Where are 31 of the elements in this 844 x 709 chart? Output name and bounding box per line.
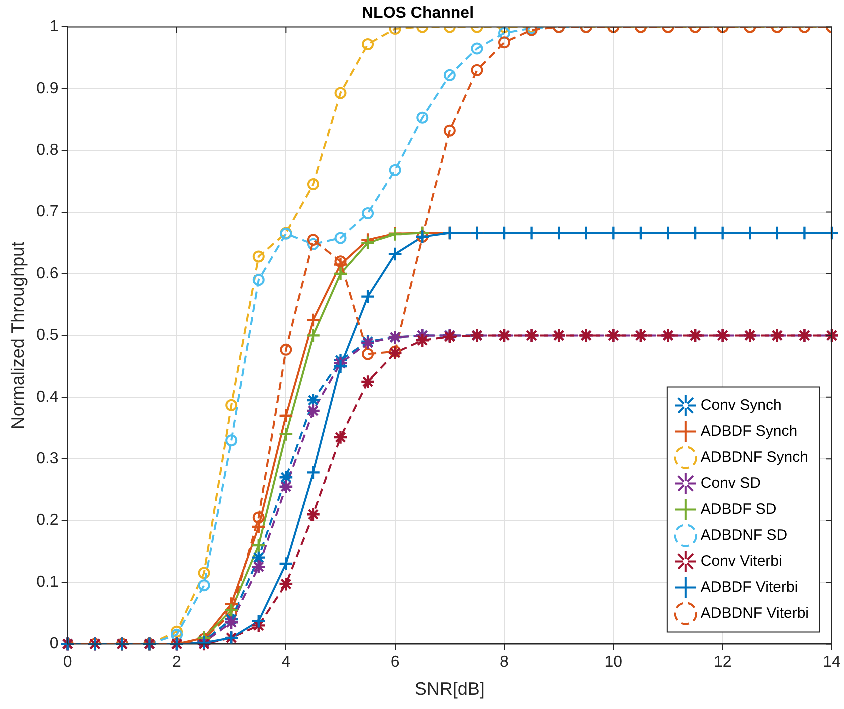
x-tick-label: 8 [500,654,510,672]
legend-label: ADBDF Synch [700,422,798,440]
y-tick-label: 0.6 [36,265,59,282]
legend-label: ADBDNF Viterbi [700,604,810,622]
y-tick-label: 0.4 [36,388,59,406]
x-tick-label: 2 [172,654,182,672]
legend-label: ADBDNF SD [700,526,788,544]
x-tick-label: 12 [714,654,732,672]
legend-label: ADBDNF Synch [700,448,808,466]
legend-label: ADBDF SD [700,500,777,518]
y-axis-title: Normalized Throughput [8,242,28,430]
legend-label: Conv SD [700,474,762,492]
y-tick-label: 0.3 [36,450,59,468]
y-tick-label: 0.8 [36,142,59,160]
y-tick-label: 0.5 [36,327,59,344]
y-tick-label: 0.9 [36,80,59,98]
x-tick-label: 10 [604,654,623,672]
legend-label: Conv Viterbi [700,552,782,570]
y-tick-label: 0.7 [36,204,59,221]
x-tick-label: 14 [823,654,841,672]
x-tick-label: 0 [63,654,72,672]
chart-title: NLOS Channel [362,5,474,22]
legend-label: ADBDF Viterbi [700,578,798,596]
x-axis-title: SNR[dB] [414,679,485,700]
x-tick-label: 4 [282,654,291,672]
y-tick-label: 0.2 [36,512,59,530]
y-tick-label: 1 [50,18,59,36]
y-tick-label: 0.1 [36,574,59,591]
legend-label: Conv Synch [700,396,782,414]
y-tick-label: 0 [50,636,59,653]
x-tick-label: 6 [390,654,400,672]
